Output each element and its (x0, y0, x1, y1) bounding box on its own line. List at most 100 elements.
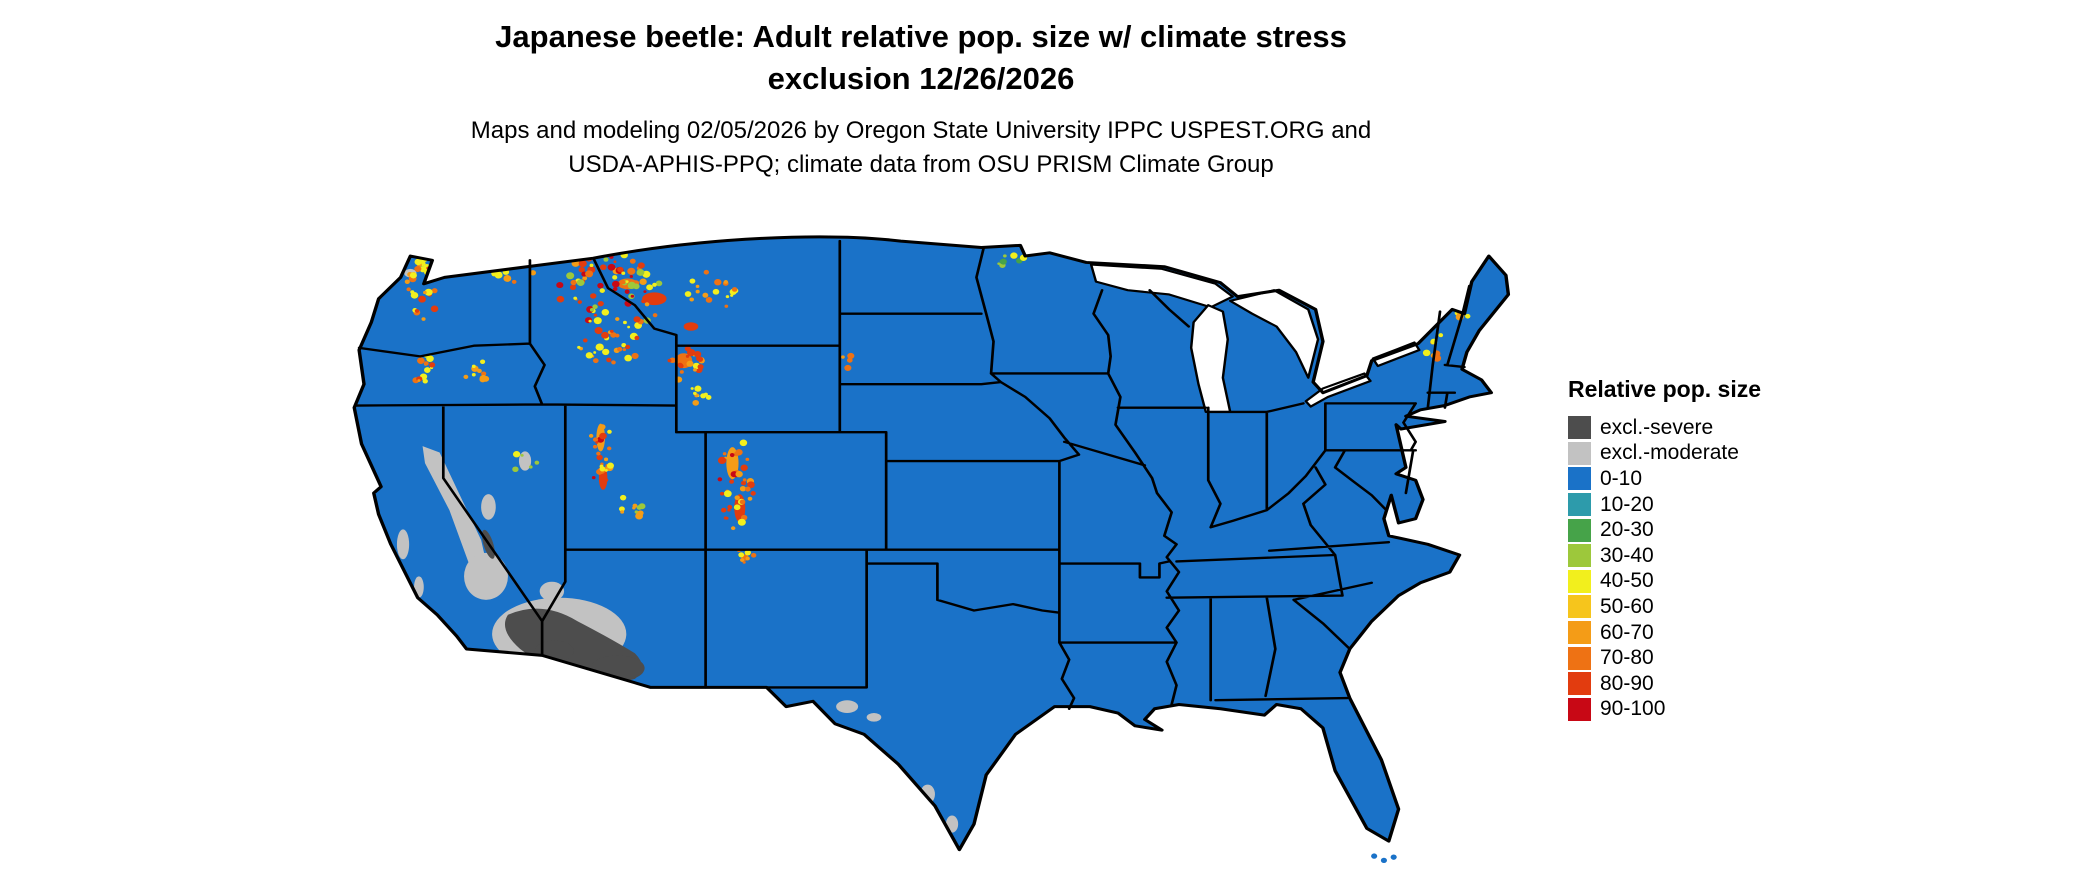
stress-speckle (717, 477, 723, 482)
stress-speckle (740, 558, 745, 562)
stress-speckle (423, 361, 429, 366)
stress-speckle (729, 453, 735, 458)
stress-speckle (609, 329, 614, 333)
stress-speckle (423, 290, 427, 295)
legend-item: 70-80 (1568, 645, 1761, 671)
stress-speckle (591, 475, 596, 480)
stress-speckle (739, 439, 748, 447)
stress-speckle (693, 350, 702, 358)
stress-speckle (620, 279, 626, 285)
stress-speckle (677, 362, 683, 368)
legend-label: 60-70 (1600, 620, 1654, 644)
stress-speckle (844, 364, 852, 372)
stress-speckle (697, 364, 704, 370)
stress-speckle (633, 316, 641, 323)
stress-speckle (589, 263, 594, 268)
stress-speckle (621, 271, 626, 275)
stress-speckle (631, 352, 639, 360)
legend-swatch (1568, 569, 1591, 593)
stress-speckle (429, 362, 436, 368)
stress-speckle (705, 394, 712, 400)
stress-speckle (617, 266, 624, 273)
stress-speckle (745, 457, 750, 461)
stress-speckle (601, 331, 609, 339)
stress-speckle (735, 449, 743, 456)
stress-speckle (576, 279, 585, 287)
legend-label: 40-50 (1600, 569, 1654, 593)
figure-title-line1: Japanese beetle: Adult relative pop. siz… (495, 19, 1347, 54)
stress-speckle (597, 282, 604, 289)
state-borders (355, 239, 1471, 710)
stress-speckle (667, 358, 672, 363)
legend-label: 70-80 (1600, 646, 1654, 670)
stress-speckle (503, 275, 512, 282)
stress-speckle (1438, 333, 1444, 338)
stress-speckle (733, 504, 741, 511)
stress-speckle (573, 296, 578, 300)
stress-speckle (702, 292, 709, 298)
stress-speckle (629, 275, 634, 279)
stress-speckle (641, 299, 646, 304)
stress-speckle (610, 332, 617, 338)
legend-swatch (1568, 518, 1591, 542)
stress-speckle (599, 432, 607, 440)
stress-speckle (511, 279, 517, 284)
stress-speckle (999, 259, 1003, 263)
stress-speckle (646, 284, 654, 291)
stress-speckle (602, 348, 610, 356)
stress-speckle (556, 281, 564, 289)
stress-speckle (592, 437, 599, 442)
legend-title: Relative pop. size (1568, 376, 1762, 402)
legend-label: 20-30 (1600, 518, 1654, 542)
stress-speckle (685, 354, 690, 358)
legend-label: 80-90 (1600, 671, 1654, 695)
stress-speckle (406, 287, 411, 292)
stress-speckle (723, 280, 729, 284)
stress-speckle (512, 451, 521, 458)
stress-speckle (747, 481, 755, 489)
stress-speckle (606, 357, 612, 363)
stress-speckle (417, 379, 421, 382)
stress-speckle (615, 317, 620, 321)
stress-speckle (625, 280, 629, 284)
stress-speckle (723, 490, 732, 498)
stress-speckle (635, 512, 644, 520)
lake-huron (1228, 289, 1320, 379)
stress-speckle (730, 526, 736, 531)
stress-speckle (634, 335, 640, 341)
stress-speckle (719, 491, 725, 496)
stress-speckle (725, 295, 730, 299)
stress-speckle (481, 371, 487, 376)
stress-speckle (700, 393, 707, 399)
legend-label: 10-20 (1600, 492, 1654, 516)
stress-speckle (520, 453, 524, 457)
stress-speckle (410, 290, 415, 294)
stress-speckle (695, 289, 700, 294)
legend-item: 20-30 (1568, 517, 1761, 543)
stress-speckle (750, 491, 756, 496)
stress-speckle (840, 355, 845, 359)
stress-speckle (578, 260, 587, 268)
stress-speckle (424, 367, 431, 373)
map-svg (352, 235, 1511, 864)
stress-speckle (846, 357, 853, 363)
legend-label: 0-10 (1600, 466, 1643, 490)
stress-speckle (419, 265, 427, 273)
stress-speckle (471, 373, 476, 377)
stress-speckle (430, 305, 439, 313)
stress-speckle (1003, 254, 1007, 258)
stress-speckle (421, 317, 426, 321)
stress-speckle (625, 344, 631, 350)
stress-speckle (1422, 349, 1431, 357)
stress-speckle (607, 429, 612, 434)
stress-speckle (679, 370, 684, 374)
stress-speckle (603, 257, 609, 262)
stress-speckle (1010, 252, 1018, 259)
legend-swatch (1568, 467, 1591, 491)
figure-header: Japanese beetle: Adult relative pop. siz… (0, 16, 1842, 182)
stress-speckle (619, 494, 627, 501)
stress-speckle (703, 269, 710, 275)
stress-speckle (592, 444, 598, 449)
legend-label: excl.-severe (1600, 415, 1714, 439)
stress-speckle (639, 278, 647, 285)
